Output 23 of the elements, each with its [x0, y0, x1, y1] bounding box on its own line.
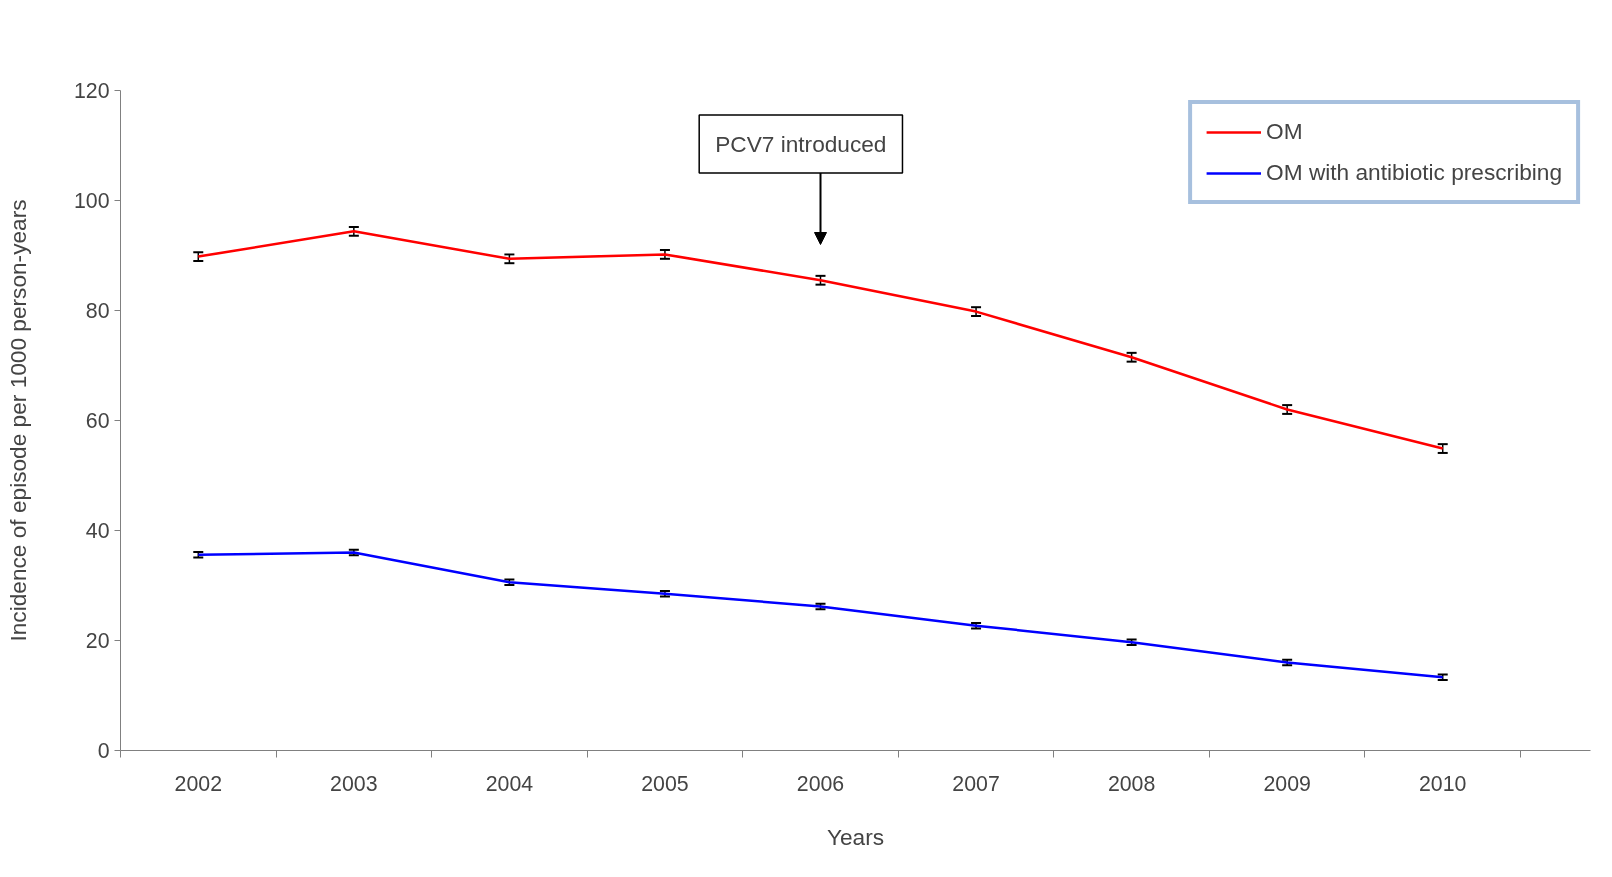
x-tick-label: 2002 [174, 771, 223, 796]
y-tick-label: 80 [85, 299, 110, 323]
annotation: PCV7 introduced [715, 131, 887, 157]
line-series [197, 230, 1444, 450]
y-tick-label: 20 [85, 629, 110, 653]
x-tick-label: 2004 [485, 771, 534, 796]
x-tick-label: 2005 [641, 771, 689, 796]
legend-label: OM with antibiotic prescribing [1266, 159, 1562, 186]
y-tick-label: 40 [85, 519, 110, 543]
x-tick-label: 2006 [796, 771, 845, 796]
y-axis-title: Incidence of episode per 1000 person-years [4, 199, 31, 642]
x-axis-title: Years [826, 823, 885, 850]
line-series [197, 551, 1444, 679]
y-tick-label: 100 [73, 189, 110, 213]
y-tick-label: 0 [97, 739, 110, 763]
x-tick-label: 2008 [1107, 771, 1156, 796]
y-tick-label: 60 [85, 409, 110, 433]
x-tick-label: 2007 [952, 771, 1000, 796]
legend-label: OM [1266, 118, 1303, 145]
x-tick-label: 2003 [330, 771, 378, 796]
y-tick-label: 120 [73, 79, 110, 103]
x-tick-label: 2009 [1263, 771, 1311, 796]
x-tick-label: 2010 [1419, 771, 1467, 796]
